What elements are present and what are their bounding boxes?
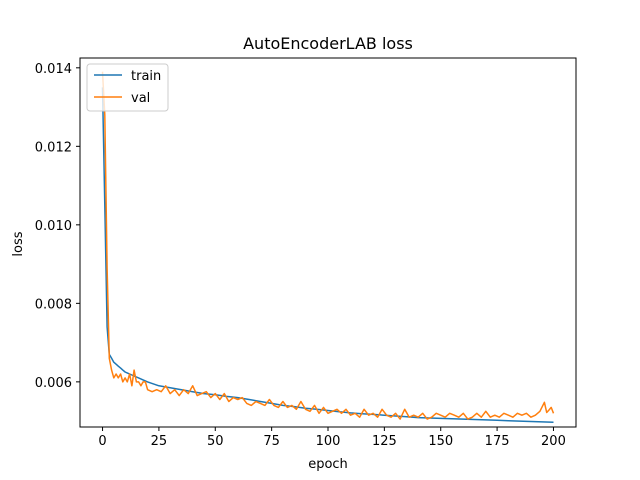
x-tick-label: 200 xyxy=(541,434,566,449)
x-tick-label: 0 xyxy=(98,434,106,449)
legend-label-train: train xyxy=(131,69,161,84)
legend-label-val: val xyxy=(131,91,150,106)
x-tick-label: 125 xyxy=(372,434,397,449)
y-tick-label: 0.014 xyxy=(35,62,72,77)
x-tick-label: 150 xyxy=(428,434,453,449)
series-line-train xyxy=(101,87,554,424)
y-axis-title: loss xyxy=(11,231,26,256)
y-tick-label: 0.006 xyxy=(35,376,72,391)
x-tick-label: 25 xyxy=(151,434,168,449)
x-axis: 0 25 50 75 100 125 150 175 200 xyxy=(98,427,566,449)
x-axis-title: epoch xyxy=(308,457,348,472)
y-tick-label: 0.008 xyxy=(35,297,72,312)
x-tick-label: 175 xyxy=(485,434,510,449)
x-tick-label: 75 xyxy=(263,434,280,449)
x-tick-label: 100 xyxy=(316,434,341,449)
y-tick-label: 0.010 xyxy=(35,219,72,234)
y-axis: 0.006 0.008 0.010 0.012 0.014 xyxy=(35,62,80,391)
plot-area xyxy=(101,71,555,424)
series-line-val xyxy=(101,71,555,420)
chart-title: AutoEncoderLAB loss xyxy=(243,34,413,53)
axes-frame xyxy=(79,57,577,428)
legend: train val xyxy=(86,63,169,112)
y-tick-label: 0.012 xyxy=(35,140,72,155)
x-tick-label: 50 xyxy=(207,434,224,449)
